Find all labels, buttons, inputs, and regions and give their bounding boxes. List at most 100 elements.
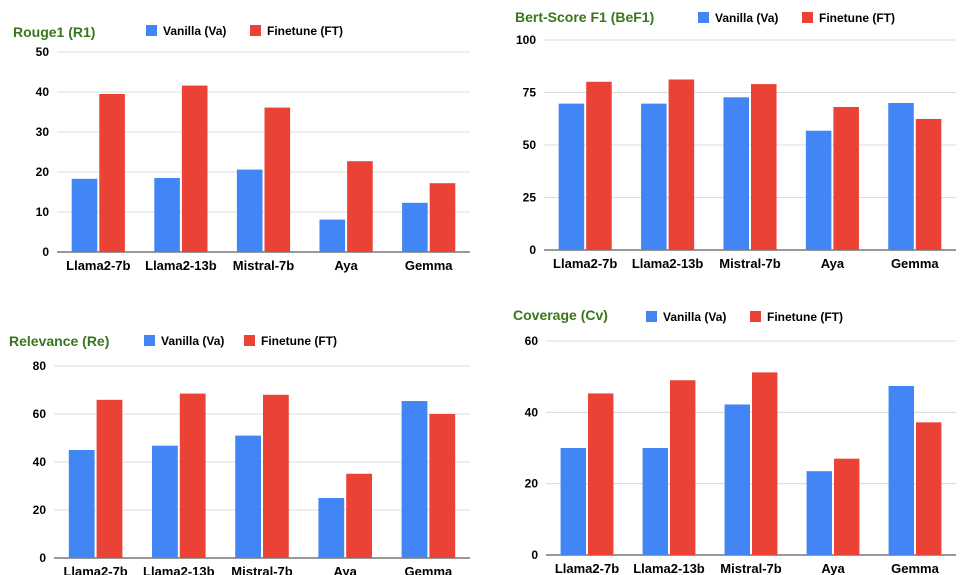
legend-label-vanilla: Vanilla (Va) [161, 334, 224, 348]
x-tick-label: Aya [821, 256, 845, 271]
bar-finetune-mistral-7b [751, 84, 777, 250]
x-tick-label: Aya [821, 561, 845, 575]
x-tick-label: Llama2-7b [553, 256, 617, 271]
plot-area: 0 20 40 60 80 Llama2-7b Llama2-13b Mistral-7b Ay… [33, 359, 470, 575]
legend-swatch-finetune [250, 25, 261, 36]
bar-vanilla-gemma [888, 385, 914, 555]
chart-coverage: Coverage (Cv) Vanilla (Va) Finetune (FT)… [513, 307, 956, 575]
bar-vanilla-gemma [402, 202, 428, 252]
bar-finetune-llama2-7b [96, 399, 123, 558]
y-tick-label: 30 [36, 125, 50, 139]
y-tick-label: 75 [523, 86, 537, 100]
x-tick-label: Aya [334, 564, 358, 575]
y-tick-label: 60 [525, 334, 539, 348]
bar-vanilla-llama2-13b [152, 445, 178, 558]
bar-vanilla-gemma [401, 401, 428, 558]
bar-finetune-mistral-7b [264, 107, 291, 252]
plot-area: 0 25 50 75 100 Llama2-7b Llama2-13b Mistral-7b A… [516, 33, 956, 271]
bar-vanilla-aya [318, 498, 345, 558]
bar-finetune-mistral-7b [263, 394, 289, 558]
chart-title: Coverage (Cv) [513, 307, 608, 323]
y-tick-label: 10 [36, 205, 50, 219]
bar-vanilla-aya [806, 471, 832, 555]
chart-title: Relevance (Re) [9, 333, 109, 349]
bar-finetune-llama2-13b [181, 85, 208, 252]
y-tick-label: 0 [531, 548, 538, 562]
legend: Vanilla (Va) Finetune (FT) [646, 310, 843, 324]
legend: Vanilla (Va) Finetune (FT) [698, 11, 895, 25]
legend-swatch-finetune [750, 311, 761, 322]
legend-swatch-finetune [802, 12, 813, 23]
legend-swatch-vanilla [646, 311, 657, 322]
legend-swatch-vanilla [144, 335, 155, 346]
plot-area: 0 20 40 60 Llama2-7b Llama2-13b Mistral-7b Aya G… [525, 334, 956, 575]
bar-finetune-llama2-13b [179, 393, 206, 558]
x-tick-label: Mistral-7b [719, 256, 780, 271]
legend-label-finetune: Finetune (FT) [819, 11, 895, 25]
legend-swatch-vanilla [146, 25, 157, 36]
plot-area: 0 10 20 30 40 50 Llama2-7b Llama2-13b Mistral-7b… [36, 45, 470, 273]
bar-finetune-aya [347, 161, 373, 252]
y-tick-label: 20 [33, 503, 47, 517]
legend-swatch-vanilla [698, 12, 709, 23]
x-tick-label: Mistral-7b [231, 564, 292, 575]
bar-vanilla-aya [805, 130, 832, 250]
x-tick-label: Llama2-13b [143, 564, 215, 575]
y-tick-label: 50 [36, 45, 50, 59]
x-tick-label: Mistral-7b [720, 561, 781, 575]
bar-finetune-gemma [916, 422, 942, 555]
y-tick-label: 40 [36, 85, 50, 99]
chart-title: Bert-Score F1 (BeF1) [515, 9, 654, 25]
bar-finetune-llama2-7b [588, 393, 614, 555]
legend-label-vanilla: Vanilla (Va) [715, 11, 778, 25]
bar-vanilla-mistral-7b [236, 169, 263, 252]
legend: Vanilla (Va) Finetune (FT) [144, 334, 337, 348]
x-tick-label: Llama2-7b [63, 564, 127, 575]
y-tick-label: 0 [42, 245, 49, 259]
y-tick-label: 20 [525, 477, 539, 491]
bar-finetune-gemma [429, 414, 456, 558]
y-tick-label: 60 [33, 407, 47, 421]
bar-vanilla-gemma [888, 103, 914, 250]
y-tick-label: 80 [33, 359, 47, 373]
bar-vanilla-aya [319, 219, 346, 252]
legend-label-finetune: Finetune (FT) [767, 310, 843, 324]
chart-rouge1: Rouge1 (R1) Vanilla (Va) Finetune (FT) 0… [13, 24, 470, 273]
y-tick-label: 25 [523, 191, 537, 205]
legend-label-finetune: Finetune (FT) [267, 24, 343, 38]
legend-label-vanilla: Vanilla (Va) [663, 310, 726, 324]
x-tick-label: Llama2-7b [555, 561, 619, 575]
bar-vanilla-mistral-7b [723, 97, 749, 250]
chart-title: Rouge1 (R1) [13, 24, 95, 40]
x-tick-label: Aya [334, 258, 358, 273]
bar-finetune-llama2-13b [668, 79, 695, 250]
bar-vanilla-llama2-13b [154, 178, 180, 252]
bar-finetune-aya [833, 106, 859, 251]
x-tick-label: Gemma [891, 561, 939, 575]
y-tick-label: 20 [36, 165, 50, 179]
x-tick-label: Mistral-7b [233, 258, 294, 273]
y-tick-label: 100 [516, 33, 536, 47]
bar-finetune-llama2-7b [99, 94, 125, 252]
bar-vanilla-llama2-13b [641, 103, 667, 250]
bar-finetune-gemma [429, 183, 456, 252]
bar-vanilla-llama2-7b [558, 103, 585, 250]
y-tick-label: 50 [523, 138, 537, 152]
x-tick-label: Gemma [405, 564, 453, 575]
x-tick-label: Llama2-13b [632, 256, 704, 271]
chart-relevance: Relevance (Re) Vanilla (Va) Finetune (FT… [9, 333, 470, 575]
bar-finetune-llama2-7b [586, 81, 612, 250]
legend: Vanilla (Va) Finetune (FT) [146, 24, 343, 38]
x-tick-label: Llama2-7b [66, 258, 130, 273]
bar-vanilla-llama2-7b [560, 448, 586, 555]
y-tick-label: 40 [33, 455, 47, 469]
bar-finetune-aya [346, 473, 372, 558]
x-tick-label: Llama2-13b [145, 258, 217, 273]
chart-bertscore-f1: Bert-Score F1 (BeF1) Vanilla (Va) Finetu… [515, 9, 956, 271]
y-tick-label: 0 [39, 551, 46, 565]
bar-finetune-aya [834, 458, 860, 555]
bar-vanilla-llama2-13b [642, 448, 668, 555]
legend-label-vanilla: Vanilla (Va) [163, 24, 226, 38]
y-tick-label: 0 [529, 243, 536, 257]
x-tick-label: Gemma [405, 258, 453, 273]
